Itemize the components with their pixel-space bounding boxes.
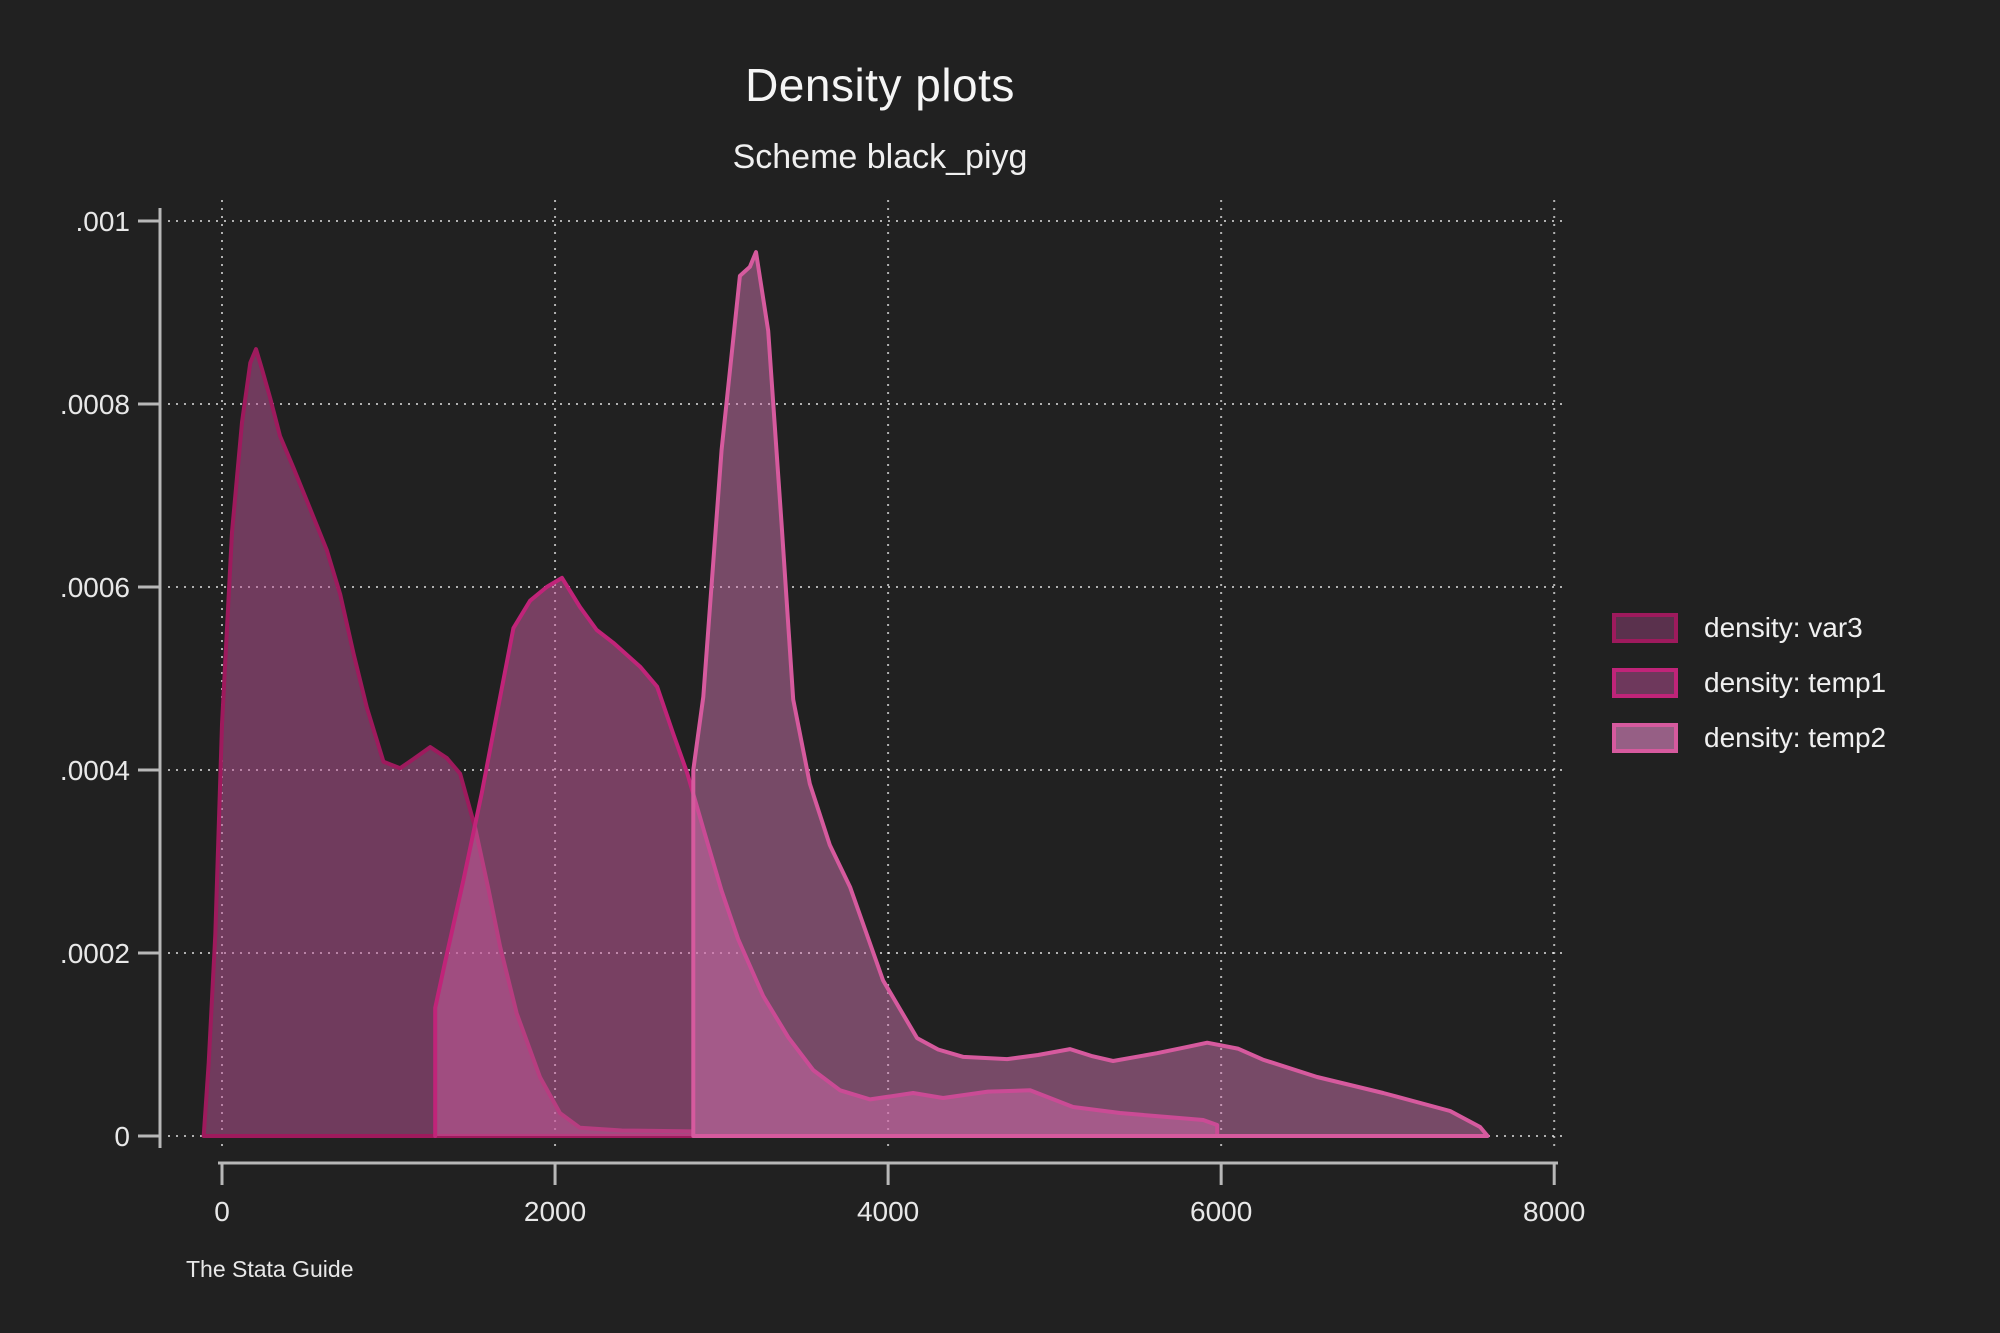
x-tick-label: 6000 bbox=[1190, 1196, 1252, 1227]
legend-item-var3: density: var3 bbox=[1612, 600, 1886, 655]
x-tick-label: 8000 bbox=[1523, 1196, 1585, 1227]
y-tick-label: .0004 bbox=[60, 755, 130, 786]
area-border-2 bbox=[691, 250, 1490, 1138]
chart-subtitle: Scheme black_piyg bbox=[732, 138, 1028, 176]
source-caption: The Stata Guide bbox=[186, 1256, 354, 1282]
x-tick-label: 2000 bbox=[524, 1196, 586, 1227]
y-tick-label: .001 bbox=[76, 206, 131, 237]
legend-swatch-temp2 bbox=[1612, 722, 1678, 753]
chart-title: Density plots bbox=[745, 59, 1015, 111]
area-border-1 bbox=[433, 575, 1220, 1138]
legend-swatch-temp1 bbox=[1612, 667, 1678, 698]
area-fill-2 bbox=[693, 252, 1488, 1137]
x-tick-label: 4000 bbox=[857, 1196, 919, 1227]
y-tick-label: .0002 bbox=[60, 938, 130, 969]
legend-label-temp2: density: temp2 bbox=[1704, 721, 1887, 753]
y-tick-label: .0006 bbox=[60, 572, 130, 603]
legend-item-temp1: density: temp1 bbox=[1612, 655, 1886, 710]
area-fill-1 bbox=[435, 577, 1218, 1136]
legend-item-temp2: density: temp2 bbox=[1612, 710, 1886, 765]
y-tick-label: .0008 bbox=[60, 389, 130, 420]
legend-swatch-var3 bbox=[1612, 612, 1678, 643]
legend-label-temp1: density: temp1 bbox=[1704, 666, 1887, 698]
legend-label-var3: density: var3 bbox=[1704, 611, 1863, 643]
y-tick-label: 0 bbox=[114, 1121, 130, 1152]
legend: density: var3 density: temp1 density: te… bbox=[1612, 600, 1886, 765]
area-fill-0 bbox=[203, 349, 692, 1137]
x-tick-label: 0 bbox=[214, 1196, 230, 1227]
